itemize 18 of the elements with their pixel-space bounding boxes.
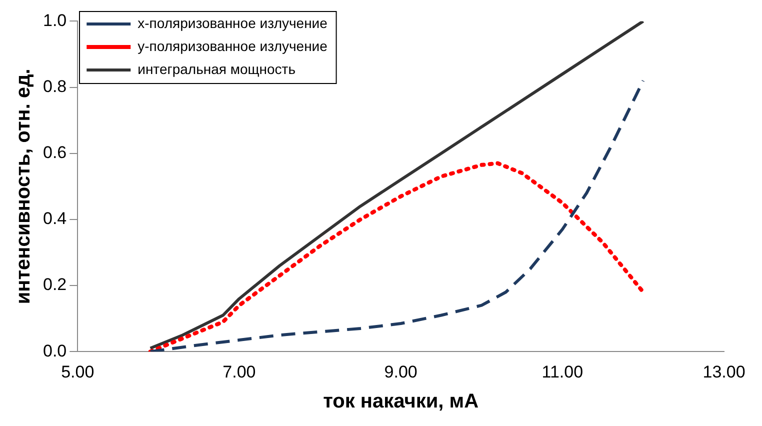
y-tick-label: 0.6 — [42, 143, 67, 162]
x-tick-label: 9.00 — [384, 362, 418, 382]
y-axis-title: интенсивность, отн. ед. — [12, 68, 35, 304]
line-series — [148, 161, 646, 352]
y-tick-label: 0.4 — [42, 209, 67, 228]
y-tick-label: 0.2 — [42, 275, 67, 294]
x-tick-label: 7.00 — [222, 362, 256, 382]
x-axis-title: ток накачки, мА — [323, 390, 479, 413]
x-tick-label: 5.00 — [61, 362, 94, 382]
legend-label: x-поляризованное излучение — [138, 14, 328, 31]
y-tick-label: 0.0 — [42, 341, 67, 360]
x-tick-label: 11.00 — [542, 362, 584, 382]
y-tick-label: 0.8 — [42, 76, 67, 96]
line-series — [148, 79, 645, 352]
legend-label: y-поляризованное излучение — [138, 38, 328, 54]
x-tick-label: 13.00 — [702, 362, 746, 382]
y-tick-label: 1.0 — [42, 10, 67, 30]
legend-label: интегральная мощность — [138, 60, 296, 77]
